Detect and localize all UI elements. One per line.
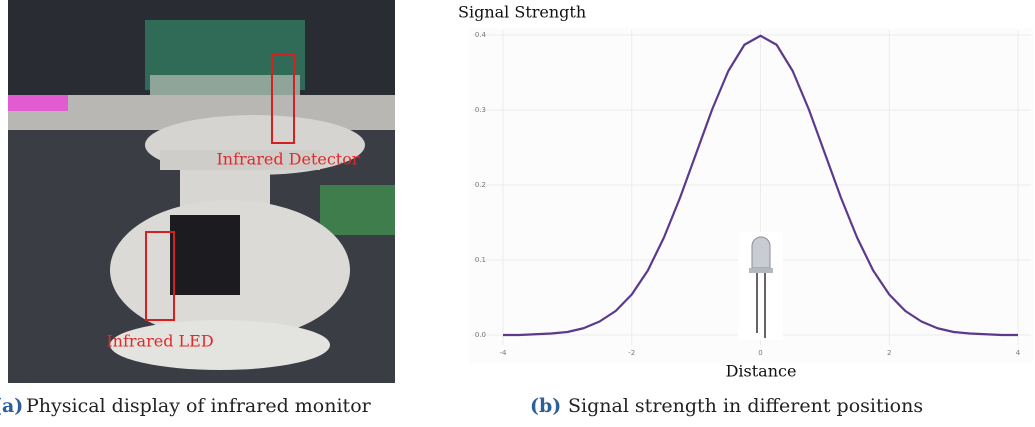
x-tick-label: 4 bbox=[1016, 349, 1021, 357]
photo bbox=[8, 0, 395, 383]
caption: Physical display of infrared monitor bbox=[26, 395, 372, 417]
y-tick-label: 0.2 bbox=[475, 181, 486, 189]
led-icon bbox=[738, 232, 783, 340]
y-axis-label: Signal Strength bbox=[458, 3, 586, 22]
x-tick-label: 0 bbox=[758, 349, 762, 357]
y-tick-label: 0.0 bbox=[475, 331, 486, 339]
x-tick-label: -2 bbox=[628, 349, 635, 357]
caption-label: (b) bbox=[530, 395, 561, 417]
x-tick-label: 2 bbox=[887, 349, 891, 357]
annotation: Infrared LED bbox=[106, 332, 213, 351]
annotation: Infrared Detector bbox=[216, 150, 359, 169]
y-tick-label: 0.1 bbox=[475, 256, 486, 264]
x-tick-label: -4 bbox=[500, 349, 508, 357]
line bbox=[503, 34, 1018, 337]
caption: Signal strength in different positions bbox=[568, 395, 923, 417]
caption-label: (a) bbox=[0, 395, 23, 417]
plot: 0.0 0.1 0.2 0.3 0.4 -4 -2 0 2 4 bbox=[472, 30, 1031, 357]
y-tick-label: 0.4 bbox=[475, 31, 487, 39]
x-axis-label: Distance bbox=[726, 362, 797, 381]
y-tick-label: 0.3 bbox=[475, 106, 486, 114]
